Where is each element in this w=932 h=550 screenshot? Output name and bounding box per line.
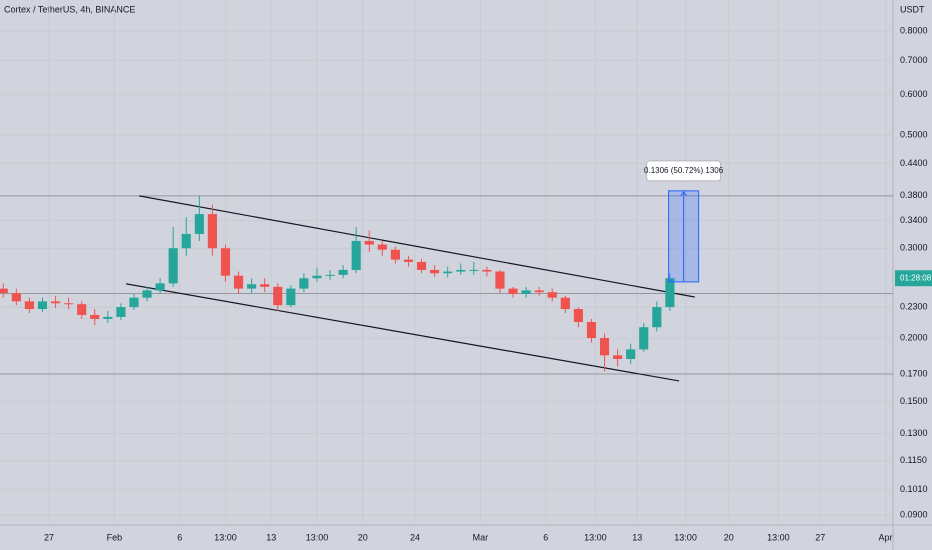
- candle-body: [103, 316, 113, 319]
- candle-body: [443, 271, 453, 274]
- y-tick-label: 0.1300: [900, 428, 928, 438]
- candle-body: [508, 288, 518, 294]
- x-tick-label: Apr: [879, 532, 893, 542]
- axis-unit: USDT: [900, 4, 925, 14]
- candle-body: [233, 275, 244, 289]
- candle-body: [168, 248, 178, 284]
- candle-body: [0, 288, 8, 294]
- candle-body: [50, 301, 61, 304]
- candle-body: [299, 278, 309, 289]
- y-tick-label: 0.7000: [900, 55, 928, 65]
- x-tick-label: Mar: [473, 532, 489, 542]
- candle-body: [312, 275, 322, 279]
- candle-body: [534, 290, 544, 293]
- candle-body: [116, 307, 126, 317]
- candle-body: [665, 278, 675, 308]
- channel-line: [139, 195, 695, 298]
- candle-body: [24, 301, 34, 310]
- x-tick-label: 27: [815, 532, 825, 542]
- x-tick-label: 20: [724, 532, 734, 542]
- y-tick-label: 0.3400: [900, 215, 928, 225]
- y-tick-label: 0.0900: [900, 509, 928, 519]
- candle-body: [37, 301, 48, 310]
- measure-arrowhead: [680, 191, 688, 197]
- candle-body: [586, 322, 597, 339]
- candle-body: [338, 269, 348, 275]
- y-tick-label: 0.1500: [900, 396, 928, 406]
- candle-body: [469, 269, 479, 271]
- candle-body: [495, 271, 505, 289]
- channel-line: [126, 283, 680, 382]
- x-tick-label: Feb: [107, 532, 123, 542]
- candle-body: [155, 283, 165, 291]
- candle-body: [90, 314, 100, 319]
- y-tick-label: 0.4400: [900, 158, 928, 168]
- candle-body: [77, 304, 87, 315]
- y-tick-label: 0.1010: [900, 484, 928, 494]
- candle-body: [142, 290, 152, 298]
- y-tick-label: 0.5000: [900, 129, 928, 139]
- y-tick-label: 0.1150: [900, 455, 927, 465]
- candle-body: [626, 349, 636, 359]
- y-tick-label: 0.1700: [900, 368, 928, 378]
- candle-body: [325, 274, 335, 276]
- candle-body: [639, 327, 649, 350]
- countdown-label: 01:28:08: [900, 273, 932, 282]
- x-tick-label: 13:00: [767, 532, 790, 542]
- candle-body: [220, 248, 231, 276]
- x-tick-label: 13:00: [674, 532, 697, 542]
- x-tick-label: 13:00: [584, 532, 607, 542]
- chart-title: Cortex / TetherUS, 4h, BINANCE: [4, 4, 135, 14]
- countdown-box: [895, 270, 932, 287]
- candle-body: [11, 293, 21, 302]
- y-tick-label: 0.2000: [900, 332, 928, 342]
- y-tick-label: 0.2300: [900, 301, 928, 311]
- y-tick-label: 0.3000: [900, 243, 928, 253]
- candle-body: [181, 233, 191, 249]
- measure-label: 0.1306 (50.72%) 1306: [644, 166, 724, 175]
- candle-body: [247, 284, 257, 289]
- candle-body: [482, 269, 492, 272]
- candle-body: [260, 284, 270, 287]
- candle-body: [652, 307, 662, 328]
- candle-body: [377, 244, 387, 250]
- candle-body: [573, 309, 583, 323]
- candle-body: [351, 240, 361, 270]
- candle-body: [390, 249, 400, 260]
- candle-body: [456, 269, 466, 272]
- candle-body: [64, 303, 74, 305]
- measure-label-box: [646, 160, 722, 182]
- x-tick-label: 6: [177, 532, 182, 542]
- candle-body: [560, 297, 570, 310]
- candle-body: [273, 286, 283, 306]
- candle-body: [286, 288, 296, 306]
- candle-body: [430, 269, 440, 274]
- x-tick-label: 13:00: [306, 532, 329, 542]
- y-tick-label: 0.3800: [900, 190, 928, 200]
- x-tick-label: 6: [543, 532, 548, 542]
- x-tick-label: 24: [410, 532, 420, 542]
- x-tick-label: 13: [266, 532, 276, 542]
- candle-body: [521, 290, 531, 294]
- x-tick-label: 13: [632, 532, 642, 542]
- candle-body: [416, 261, 427, 270]
- candle-body: [599, 338, 610, 356]
- candle-body: [194, 214, 204, 234]
- candle-body: [547, 292, 557, 298]
- candle-body: [364, 240, 374, 245]
- x-tick-label: 27: [44, 532, 54, 542]
- candle-body: [129, 297, 139, 308]
- y-tick-label: 0.8000: [900, 25, 928, 35]
- x-tick-label: 13:00: [214, 532, 237, 542]
- candle-body: [207, 214, 217, 249]
- candle-body: [403, 259, 414, 262]
- x-tick-label: 20: [358, 532, 368, 542]
- candle-body: [613, 355, 623, 359]
- y-tick-label: 0.6000: [900, 89, 928, 99]
